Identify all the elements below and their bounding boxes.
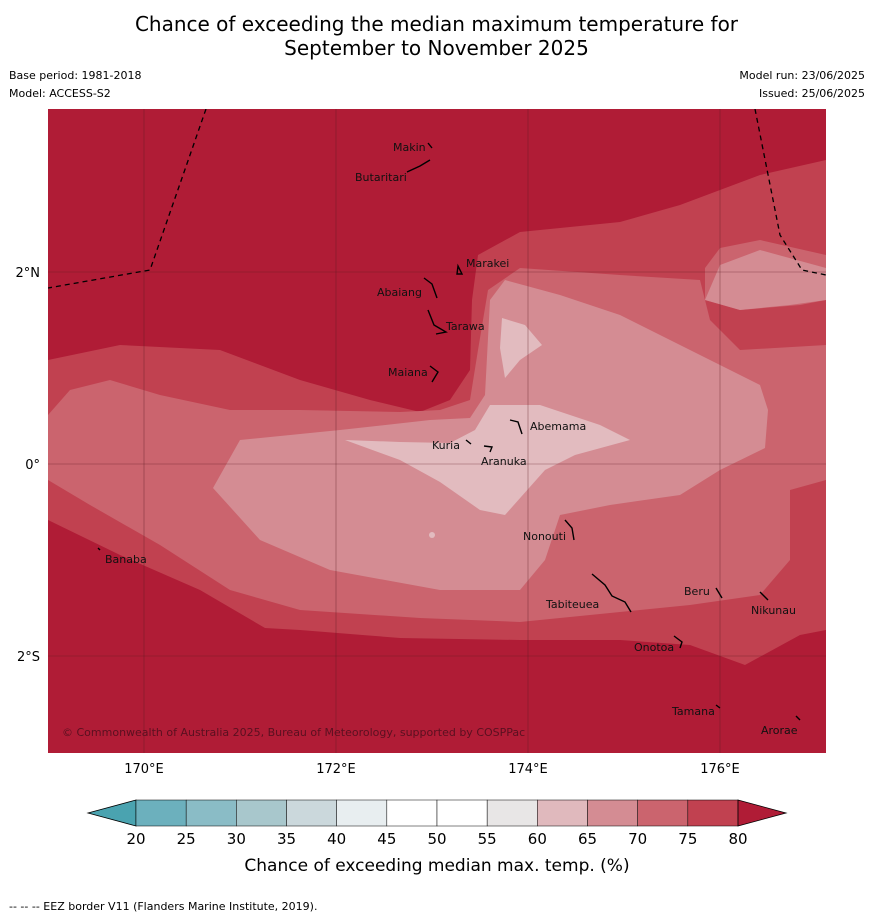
colorbar-segment bbox=[587, 799, 638, 827]
island-makin bbox=[427, 142, 433, 149]
island-banaba bbox=[97, 547, 101, 551]
island-labels: Makin Butaritari Marakei Abaiang Tarawa … bbox=[105, 141, 798, 737]
island-nonouti bbox=[564, 519, 575, 541]
island-tabiteuea bbox=[591, 573, 632, 613]
colorbar-segment bbox=[637, 799, 689, 827]
colorbar-tick-label: 40 bbox=[327, 830, 346, 848]
colorbar-segment bbox=[386, 799, 438, 827]
island-aranuka bbox=[483, 445, 493, 453]
eez-border bbox=[48, 109, 826, 289]
base-period: Base period: 1981-2018 bbox=[9, 69, 142, 82]
colorbar-tick-label: 60 bbox=[528, 830, 547, 848]
island-tamana bbox=[715, 704, 721, 709]
label-beru: Beru bbox=[684, 585, 710, 598]
colorbar-segment bbox=[286, 799, 337, 827]
label-tarawa: Tarawa bbox=[445, 320, 485, 333]
meta-left: Base period: 1981-2018 Model: ACCESS-S2 bbox=[9, 67, 141, 103]
issued-date: Issued: 25/06/2025 bbox=[758, 87, 865, 100]
island-kuria bbox=[465, 439, 472, 445]
label-tamana: Tamana bbox=[671, 705, 715, 718]
label-butaritari: Butaritari bbox=[355, 171, 407, 184]
island-abaiang bbox=[423, 277, 438, 299]
colorbar-tick-label: 55 bbox=[478, 830, 497, 848]
label-abaiang: Abaiang bbox=[377, 286, 422, 299]
latitude-labels: 2°N 0° 2°S bbox=[16, 266, 41, 665]
colorbar-segment bbox=[537, 799, 588, 827]
title-line-2: September to November 2025 bbox=[284, 36, 589, 60]
lat-label-2s: 2°S bbox=[17, 650, 40, 665]
island-tarawa bbox=[427, 309, 448, 335]
island-butaritari bbox=[406, 159, 431, 173]
island-marakei bbox=[456, 263, 464, 275]
chart-title: Chance of exceeding the median maximum t… bbox=[0, 12, 873, 60]
label-marakei: Marakei bbox=[466, 257, 509, 270]
island-arorae bbox=[795, 715, 801, 721]
colorbar-segment bbox=[436, 799, 488, 827]
label-maiana: Maiana bbox=[388, 366, 428, 379]
island-beru bbox=[715, 587, 723, 599]
longitude-labels: 170°E 172°E 174°E 176°E bbox=[124, 762, 740, 777]
colorbar-ticks: 20 25 30 35 40 45 50 55 60 65 70 75 80 bbox=[126, 830, 747, 848]
graticule bbox=[48, 109, 826, 753]
colorbar-segment bbox=[336, 799, 388, 827]
island-nikunau bbox=[759, 591, 769, 601]
label-aranuka: Aranuka bbox=[481, 455, 527, 468]
colorbar-tick-label: 80 bbox=[728, 830, 747, 848]
eez-border-west bbox=[48, 109, 207, 289]
island-onotoa bbox=[673, 635, 683, 649]
colorbar-segment bbox=[486, 799, 538, 827]
colorbar-segment bbox=[236, 799, 287, 827]
colorbar-label: Chance of exceeding median max. temp. (%… bbox=[244, 856, 629, 876]
label-banaba: Banaba bbox=[105, 553, 147, 566]
colorbar-tick-label: 75 bbox=[678, 830, 697, 848]
colorbar bbox=[86, 799, 788, 827]
island-abemama bbox=[509, 419, 523, 435]
eez-border-east bbox=[754, 109, 826, 276]
label-kuria: Kuria bbox=[432, 439, 460, 452]
eez-footnote: -- -- -- EEZ border V11 (Flanders Marine… bbox=[9, 900, 318, 913]
island-outlines bbox=[97, 142, 801, 721]
colorbar-tick-label: 25 bbox=[177, 830, 196, 848]
colorbar-segment bbox=[687, 799, 739, 827]
copyright-notice: © Commonwealth of Australia 2025, Bureau… bbox=[62, 726, 525, 739]
label-makin: Makin bbox=[393, 141, 426, 154]
contour-60-spot bbox=[429, 532, 435, 538]
label-onotoa: Onotoa bbox=[634, 641, 674, 654]
colorbar-extend-low bbox=[86, 799, 137, 827]
model-run: Model run: 23/06/2025 bbox=[739, 69, 865, 82]
lat-label-0: 0° bbox=[25, 458, 40, 473]
colorbar-tick-label: 70 bbox=[628, 830, 647, 848]
colorbar-tick-label: 45 bbox=[377, 830, 396, 848]
meta-right: Model run: 23/06/2025 Issued: 25/06/2025 bbox=[739, 67, 865, 103]
label-tabiteuea: Tabiteuea bbox=[545, 598, 599, 611]
lon-label-174e: 174°E bbox=[508, 762, 548, 777]
colorbar-tick-label: 35 bbox=[277, 830, 296, 848]
lon-label-170e: 170°E bbox=[124, 762, 164, 777]
lat-label-2n: 2°N bbox=[16, 266, 41, 281]
colorbar-tick-label: 65 bbox=[578, 830, 597, 848]
lon-label-176e: 176°E bbox=[700, 762, 740, 777]
model-name: Model: ACCESS-S2 bbox=[9, 87, 111, 100]
colorbar-tick-label: 50 bbox=[427, 830, 446, 848]
colorbar-tick-label: 30 bbox=[227, 830, 246, 848]
label-abemama: Abemama bbox=[530, 420, 586, 433]
label-nonouti: Nonouti bbox=[523, 530, 566, 543]
contour-60 bbox=[345, 318, 630, 515]
probability-contours bbox=[48, 109, 826, 753]
island-maiana bbox=[429, 365, 439, 383]
label-nikunau: Nikunau bbox=[751, 604, 796, 617]
label-arorae: Arorae bbox=[761, 724, 798, 737]
colorbar-extend-high bbox=[737, 799, 788, 827]
lon-label-172e: 172°E bbox=[316, 762, 356, 777]
title-line-1: Chance of exceeding the median maximum t… bbox=[134, 12, 739, 36]
colorbar-segment bbox=[135, 799, 187, 827]
colorbar-tick-label: 20 bbox=[126, 830, 145, 848]
colorbar-segment bbox=[185, 799, 237, 827]
